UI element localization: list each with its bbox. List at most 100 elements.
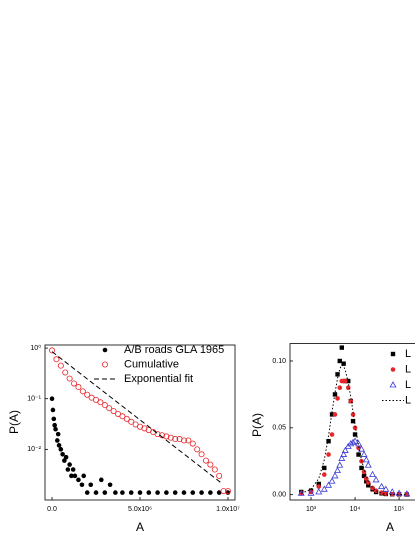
point: [321, 472, 327, 477]
point: [383, 491, 389, 496]
point: [55, 438, 60, 443]
point: [154, 431, 161, 438]
point: [53, 356, 60, 363]
point: [341, 446, 349, 453]
point: [355, 440, 363, 447]
point: [107, 482, 113, 488]
chart: 10⁰ 10⁻¹ 10⁻² 0.0 5.0x10⁶ 1.0x10⁷ P(A) A A/B roa…: [7, 344, 240, 534]
point: [335, 396, 340, 401]
y-axis-label: P(A): [7, 410, 21, 434]
point: [84, 391, 91, 398]
x-tick-label: 10³: [306, 506, 317, 513]
point: [208, 490, 213, 495]
point: [93, 396, 100, 403]
point: [342, 378, 348, 384]
point: [49, 396, 55, 402]
x-tick-label: 10⁵: [394, 506, 405, 513]
point: [337, 385, 343, 391]
x-tick-label: 1.0x10⁷: [216, 506, 240, 513]
point: [316, 481, 321, 487]
point: [339, 345, 344, 350]
point: [361, 469, 367, 475]
point: [49, 347, 56, 354]
point: [378, 482, 386, 490]
point: [350, 418, 356, 424]
point: [172, 436, 179, 443]
point: [189, 440, 196, 447]
point: [337, 358, 342, 364]
legend-label: L: [405, 348, 411, 360]
point: [329, 432, 335, 437]
point: [199, 490, 204, 495]
point: [207, 461, 214, 468]
point: [334, 466, 342, 473]
legend-label: Exponential fit: [124, 373, 193, 385]
point: [316, 484, 322, 489]
point: [372, 476, 380, 483]
point: [361, 473, 367, 479]
point: [123, 415, 130, 422]
point: [349, 438, 357, 445]
point: [352, 425, 358, 431]
point: [336, 461, 344, 468]
point: [84, 490, 90, 495]
point: [363, 476, 369, 481]
point: [164, 490, 169, 495]
point: [60, 451, 65, 457]
point: [326, 452, 331, 457]
point: [360, 450, 368, 457]
plot-frame: [289, 343, 415, 501]
point: [395, 489, 403, 496]
point: [58, 447, 64, 452]
point: [52, 422, 57, 428]
point: [56, 443, 62, 448]
point: [369, 470, 377, 478]
point: [62, 458, 67, 463]
point: [362, 456, 370, 463]
point: [345, 385, 351, 391]
point: [65, 467, 71, 472]
fit-line: [51, 351, 222, 484]
point: [340, 450, 348, 457]
point: [216, 472, 223, 479]
point: [63, 454, 69, 460]
x-tick-label: 0.0: [47, 506, 57, 513]
legend-label: Cumulative: [124, 358, 179, 370]
point: [163, 433, 170, 440]
legend-swatch: [389, 381, 397, 388]
legend-label: L: [405, 379, 411, 391]
point: [167, 434, 174, 441]
point: [57, 362, 64, 369]
point: [67, 462, 72, 467]
y-tick-label: 0.00: [272, 491, 286, 498]
point: [307, 489, 315, 496]
legend-swatch: [390, 367, 396, 372]
point: [93, 490, 99, 495]
point: [66, 375, 73, 382]
point: [106, 405, 113, 412]
point: [53, 426, 58, 432]
point: [328, 477, 336, 484]
point: [181, 490, 187, 495]
point: [352, 432, 358, 437]
point: [120, 490, 125, 495]
point: [382, 485, 390, 492]
legend-swatch: [102, 361, 109, 368]
point: [70, 467, 76, 472]
point: [322, 465, 327, 471]
point: [358, 445, 365, 452]
point: [350, 412, 356, 417]
point: [128, 490, 134, 495]
y-tick-label: 10⁻²: [27, 446, 41, 453]
point: [137, 490, 143, 495]
point: [198, 451, 205, 458]
y-axis-label: P(A): [250, 413, 264, 437]
x-axis-label: A: [136, 520, 144, 534]
point: [79, 388, 86, 395]
point: [98, 477, 104, 483]
point: [119, 413, 126, 420]
point: [62, 369, 69, 376]
